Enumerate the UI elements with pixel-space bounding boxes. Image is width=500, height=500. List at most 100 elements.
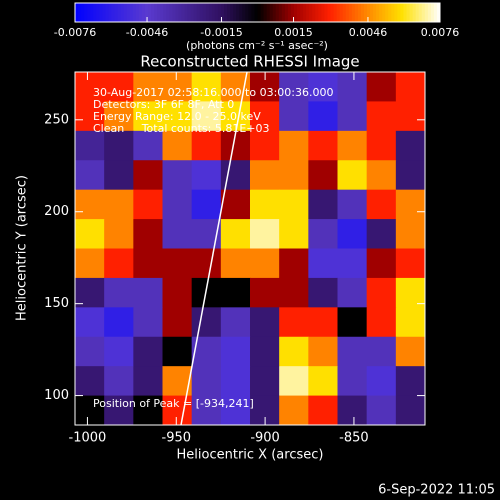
heatmap-cell: [75, 189, 105, 220]
colorbar-strip: [433, 3, 438, 22]
heatmap-cell: [191, 307, 222, 338]
heatmap-cell: [366, 248, 397, 279]
colorbar-strip: [406, 3, 411, 22]
y-axis-label: Heliocentric Y (arcsec): [15, 175, 30, 321]
colorbar-strip: [214, 3, 219, 22]
colorbar-strip: [184, 3, 189, 22]
colorbar-strip: [75, 3, 79, 22]
heatmap-cell: [308, 277, 338, 308]
heatmap-cell: [366, 219, 397, 249]
colorbar-strip: [144, 3, 149, 22]
colorbar-strip: [367, 3, 371, 22]
colorbar-strip: [230, 3, 234, 22]
heatmap-cell: [191, 189, 222, 220]
colorbar-strip: [294, 3, 298, 22]
heatmap-cell: [279, 336, 309, 367]
colorbar-tick-label: -0.0015: [200, 26, 242, 39]
heatmap-cell: [250, 336, 280, 367]
heatmap-cell: [104, 160, 134, 191]
heatmap-cell: [104, 219, 134, 249]
heatmap-cell: [337, 72, 368, 102]
heatmap-cell: [133, 72, 163, 102]
colorbar-strip: [342, 3, 347, 22]
colorbar-strip: [284, 3, 289, 22]
colorbar-strip: [260, 3, 265, 22]
heatmap-cell: [133, 395, 163, 426]
heatmap-cell: [250, 130, 280, 161]
heatmap-cell: [250, 366, 280, 397]
colorbar-strip: [114, 3, 119, 22]
colorbar-strip: [345, 3, 350, 22]
heatmap-cell: [133, 307, 163, 338]
colorbar-strip: [141, 3, 146, 22]
colorbar-strip: [354, 3, 359, 22]
annotation: Position of Peak = [-934,241]: [93, 397, 254, 410]
heatmap-cell: [308, 72, 338, 102]
colorbar-strip: [205, 3, 210, 22]
heatmap-cell: [220, 336, 251, 367]
colorbar-strip: [373, 3, 377, 22]
colorbar-strip: [281, 3, 286, 22]
colorbar-strip: [108, 3, 112, 22]
heatmap-cell: [395, 219, 426, 249]
heatmap-cell: [308, 101, 338, 132]
heatmap-cell: [104, 336, 134, 367]
heatmap-cell: [395, 395, 426, 426]
heatmap-cell: [337, 248, 368, 279]
heatmap-cell: [162, 160, 193, 191]
heatmap-cell: [75, 219, 105, 249]
colorbar-strip: [376, 3, 380, 22]
colorbar-strip: [248, 3, 252, 22]
heatmap-cell: [220, 219, 251, 249]
heatmap-cell: [395, 336, 426, 367]
heatmap-cell: [308, 219, 338, 249]
colorbar-strip: [202, 3, 207, 22]
colorbar-strip: [99, 3, 103, 22]
heatmap-cell: [104, 101, 134, 132]
colorbar-strip: [233, 3, 237, 22]
colorbar-strip: [181, 3, 185, 22]
heatmap-cell: [133, 160, 163, 191]
heatmap: [75, 72, 426, 426]
heatmap-cell: [104, 130, 134, 161]
colorbar-strip: [84, 3, 88, 22]
heatmap-cell: [220, 189, 251, 220]
colorbar-strip: [391, 3, 395, 22]
colorbar-strip: [339, 3, 344, 22]
colorbar-strip: [263, 3, 268, 22]
heatmap-cell: [191, 130, 222, 161]
heatmap-cell: [279, 248, 309, 279]
colorbar-strip: [321, 3, 325, 22]
colorbar-strip: [297, 3, 301, 22]
colorbar-strip: [357, 3, 362, 22]
heatmap-cell: [279, 366, 309, 397]
heatmap-cell: [162, 189, 193, 220]
colorbar-strip: [187, 3, 192, 22]
colorbar-strip: [403, 3, 408, 22]
colorbar-strip: [193, 3, 198, 22]
heatmap-cell: [337, 277, 368, 308]
heatmap-cell: [366, 366, 397, 397]
heatmap-cell: [162, 336, 193, 367]
colorbar-strip: [123, 3, 128, 22]
heatmap-cell: [337, 130, 368, 161]
heatmap-cell: [366, 160, 397, 191]
heatmap-cell: [366, 189, 397, 220]
heatmap-cell: [75, 277, 105, 308]
colorbar-strip: [394, 3, 398, 22]
plot-frame: [74, 71, 426, 426]
colorbar-strip: [221, 3, 225, 22]
heatmap-cell: [191, 277, 222, 308]
heatmap-cell: [337, 160, 368, 191]
colorbar-strip: [427, 3, 432, 22]
colorbar-strip: [242, 3, 246, 22]
heatmap-cell: [75, 160, 105, 191]
heatmap-cell: [279, 395, 309, 426]
heatmap-cell: [162, 248, 193, 279]
heatmap-cell: [133, 101, 163, 132]
heatmap-cell: [75, 395, 105, 426]
colorbar: [75, 3, 441, 22]
heatmap-cell: [191, 72, 222, 102]
heatmap-cell: [104, 248, 134, 279]
heatmap-cell: [395, 366, 426, 397]
